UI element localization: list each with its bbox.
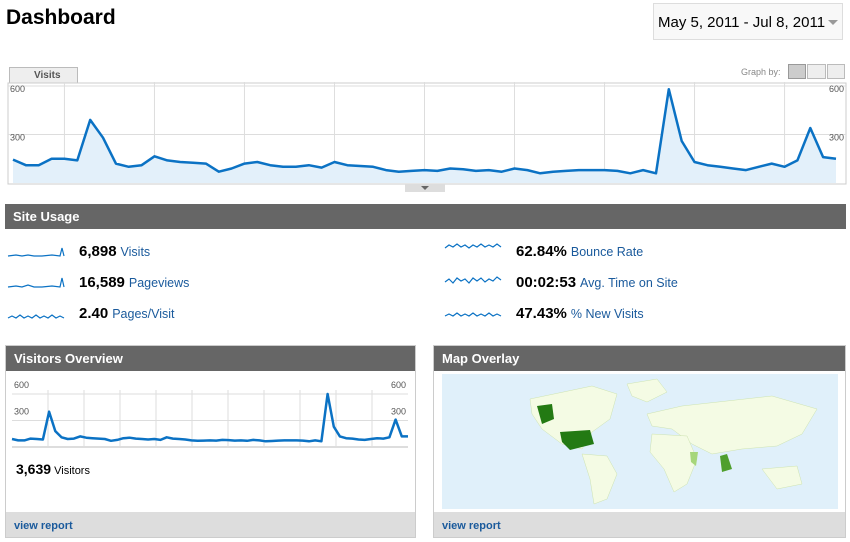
region-mid: [720, 454, 732, 472]
region-high: [537, 404, 554, 424]
metric-value: 47.43%: [516, 305, 567, 322]
line: [11, 392, 408, 443]
metric: 62.84% Bounce Rate: [516, 243, 643, 260]
tab-label: Visits: [34, 70, 61, 81]
y-tick-label: 300: [10, 133, 25, 143]
y-tick-label-right: 600: [391, 380, 406, 390]
metric-value: 16,589: [79, 274, 125, 291]
visitors-chart: 300 300 600 600: [11, 380, 408, 448]
metric-value: 6,898: [79, 243, 117, 260]
region-high: [560, 430, 594, 450]
graph-by-buttons: [788, 64, 845, 79]
collapse-arrow: [421, 186, 429, 190]
metric-label[interactable]: % New Visits: [570, 307, 644, 321]
metric: 2.40 Pages/Visit: [79, 305, 175, 322]
panel-header: Visitors Overview: [6, 346, 415, 371]
total-label: Visitors: [54, 465, 90, 477]
world-map: [442, 374, 838, 509]
sparkline: [7, 314, 65, 319]
dropdown-arrow: [828, 20, 838, 30]
y-tick-label: 600: [10, 84, 25, 94]
region-mid: [690, 452, 698, 466]
area: [13, 89, 836, 183]
panel-footer: view report: [6, 512, 415, 537]
site-usage-header: Site Usage: [5, 204, 846, 229]
view-report-link[interactable]: view report: [442, 520, 501, 532]
date-text: May 5, 2011 - Jul 8, 2011: [658, 14, 826, 31]
y-tick-label-right: 300: [391, 407, 406, 417]
page-title: Dashboard: [6, 6, 116, 29]
visitors-total: 3,639 Visitors: [16, 461, 90, 477]
panel-header: Map Overlay: [434, 346, 845, 371]
visitors-panel: Visitors Overview 3,639 Visitors view re…: [5, 345, 416, 538]
y-tick-label-right: 300: [829, 133, 844, 143]
sparkline: [7, 247, 65, 257]
sparkline: [444, 276, 502, 284]
view-report-link[interactable]: view report: [14, 520, 73, 532]
month-button[interactable]: [826, 64, 845, 79]
metric: 16,589 Pageviews: [79, 274, 189, 291]
map-panel: Map Overlay view report: [433, 345, 846, 538]
sparkline: [444, 243, 502, 249]
total-value: 3,639: [16, 461, 52, 477]
metric: 6,898 Visits: [79, 243, 150, 260]
metric-value: 62.84%: [516, 243, 567, 260]
line: [12, 87, 837, 175]
visits-chart: 300300600600May 9May 16May 23May 30Jun 6…: [7, 82, 847, 192]
metric-label[interactable]: Pageviews: [128, 276, 190, 290]
y-tick-label: 600: [14, 380, 29, 390]
sparkline: [444, 312, 502, 317]
metric-value: 00:02:53: [516, 274, 577, 291]
date-range[interactable]: May 5, 2011 - Jul 8, 2011: [653, 3, 843, 40]
metric-label[interactable]: Avg. Time on Site: [580, 276, 678, 290]
y-tick-label: 300: [14, 407, 29, 417]
metric-label[interactable]: Pages/Visit: [112, 307, 175, 321]
sparklines: [7, 243, 502, 319]
metric-label[interactable]: Bounce Rate: [570, 245, 644, 259]
day-button[interactable]: [788, 64, 807, 79]
graph-by-label: Graph by:: [741, 67, 781, 77]
metric-label[interactable]: Visits: [120, 245, 151, 259]
metric: 47.43%% New Visits: [516, 305, 644, 322]
week-button[interactable]: [807, 64, 826, 79]
metric: 00:02:53 Avg. Time on Site: [516, 274, 678, 291]
metric-value: 2.40: [79, 305, 109, 322]
sparkline: [7, 277, 65, 288]
panel-footer: view report: [434, 512, 845, 537]
y-tick-label-right: 600: [829, 84, 844, 94]
